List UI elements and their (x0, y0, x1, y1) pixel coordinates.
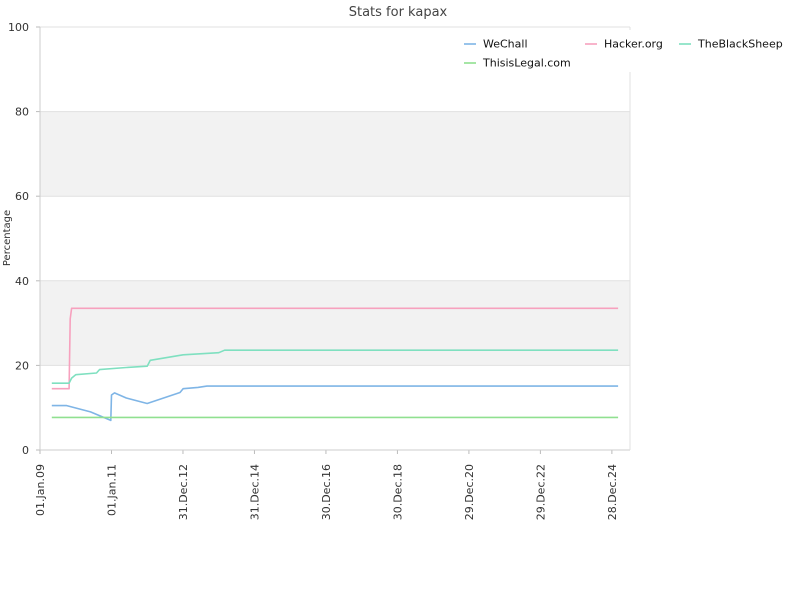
x-tick-label: 01.Jan.09 (34, 464, 47, 516)
y-tick-label: 100 (8, 21, 29, 34)
grid-bands (40, 111, 630, 366)
x-tick-label: 29.Dec.22 (534, 464, 547, 520)
legend-label: Hacker.org (604, 38, 663, 51)
series-lines (51, 307, 619, 422)
x-tick-label: 01.Jan.11 (105, 464, 118, 516)
y-tick-label: 0 (22, 444, 29, 457)
y-tick-label: 20 (15, 359, 29, 372)
legend-label: ThisisLegal.com (482, 57, 571, 70)
x-tick-label: 30.Dec.18 (391, 464, 404, 520)
x-tick-label: 29.Dec.20 (463, 464, 476, 520)
legend: WeChall Hacker.org TheBlackSheep ThisisLega… (450, 30, 785, 72)
x-tick-label: 31.Dec.14 (248, 464, 261, 520)
grid-band (40, 280, 630, 366)
legend-label: WeChall (483, 38, 528, 51)
y-axis-label: Percentage (2, 210, 13, 266)
x-axis-ticks: 01.Jan.09 01.Jan.11 31.Dec.12 31.Dec.14 30.D… (34, 450, 619, 520)
y-tick-label: 40 (15, 275, 29, 288)
x-tick-label: 30.Dec.16 (320, 464, 333, 520)
y-tick-label: 60 (15, 190, 29, 203)
grid-band (40, 111, 630, 197)
series-line (51, 385, 619, 422)
x-tick-label: 28.Dec.24 (606, 464, 619, 520)
chart-title: Stats for kapax (349, 5, 448, 20)
y-tick-label: 80 (15, 106, 29, 119)
series-line (51, 349, 619, 384)
y-axis-ticks: 0 20 40 60 80 100 (8, 21, 40, 457)
legend-background (450, 30, 785, 72)
x-tick-label: 31.Dec.12 (177, 464, 190, 520)
series-line (51, 307, 619, 390)
legend-label: TheBlackSheep (697, 38, 783, 51)
axes (39, 27, 631, 451)
